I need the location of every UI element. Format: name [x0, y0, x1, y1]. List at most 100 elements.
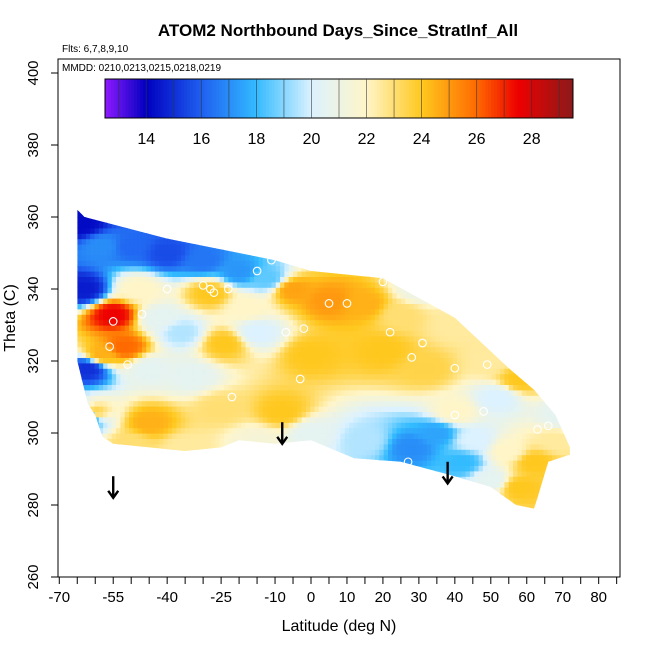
heatmap-cell	[383, 265, 389, 272]
heatmap-cell	[353, 460, 359, 466]
heatmap-cell	[137, 341, 143, 348]
heatmap-cell	[103, 238, 109, 245]
heatmap-cell	[172, 362, 178, 369]
heatmap-cell	[284, 357, 290, 364]
heatmap-cell	[400, 303, 406, 310]
heatmap-cell	[267, 460, 273, 466]
heatmap-cell	[241, 379, 247, 385]
heatmap-cell	[323, 406, 329, 412]
heatmap-cell	[353, 238, 359, 245]
heatmap-cell	[362, 260, 367, 267]
heatmap-cell	[297, 341, 303, 348]
heatmap-cell	[387, 303, 393, 310]
heatmap-cell	[383, 287, 389, 294]
heatmap-cell	[284, 303, 290, 310]
heatmap-cell	[323, 497, 329, 504]
heatmap-cell	[310, 384, 316, 391]
heatmap-cell	[357, 433, 363, 439]
heatmap-cell	[457, 281, 462, 288]
heatmap-cell	[172, 492, 178, 499]
heatmap-cell	[448, 400, 454, 407]
heatmap-cell	[146, 222, 152, 229]
heatmap-cell	[431, 400, 437, 407]
heatmap-cell	[124, 384, 130, 391]
heatmap-cell	[357, 487, 363, 493]
heatmap-cell	[223, 319, 229, 326]
heatmap-cell	[262, 352, 268, 358]
heatmap-cell	[375, 384, 380, 391]
heatmap-cell	[107, 209, 113, 213]
heatmap-cell	[141, 427, 147, 434]
heatmap-cell	[271, 287, 277, 294]
heatmap-cell	[413, 335, 419, 342]
heatmap-cell	[223, 227, 229, 234]
heatmap-cell	[206, 211, 212, 218]
heatmap-cell	[288, 335, 294, 342]
heatmap-cell	[228, 335, 234, 342]
heatmap-cell	[314, 443, 320, 450]
heatmap-cell	[180, 481, 186, 488]
heatmap-cell	[219, 308, 225, 315]
heatmap-cell	[81, 416, 87, 423]
heatmap-cell	[232, 303, 238, 310]
heatmap-cell	[418, 308, 424, 315]
heatmap-cell	[198, 497, 204, 504]
heatmap-cell	[193, 244, 199, 250]
heatmap-cell	[422, 503, 428, 509]
heatmap-cell	[344, 379, 350, 385]
heatmap-cell	[219, 222, 225, 229]
heatmap-cell	[215, 319, 221, 326]
heatmap-cell	[163, 254, 169, 261]
heatmap-cell	[448, 492, 454, 499]
heatmap-cell	[280, 362, 285, 369]
heatmap-cell	[357, 260, 363, 267]
heatmap-cell	[137, 411, 143, 418]
heatmap-cell	[413, 308, 419, 315]
heatmap-cell	[379, 384, 385, 391]
heatmap-cell	[81, 209, 87, 213]
heatmap-cell	[176, 406, 182, 412]
heatmap-cell	[185, 233, 191, 240]
heatmap-cell	[357, 497, 363, 504]
heatmap-cell	[116, 260, 122, 267]
heatmap-cell	[293, 325, 298, 331]
heatmap-cell	[185, 265, 191, 272]
heatmap-cell	[366, 233, 372, 240]
heatmap-cell	[202, 271, 208, 277]
heatmap-cell	[236, 362, 242, 369]
heatmap-cell	[249, 319, 255, 326]
heatmap-cell	[370, 346, 376, 353]
heatmap-cell	[81, 492, 87, 499]
heatmap-cell	[193, 411, 199, 418]
heatmap-cell	[387, 422, 393, 429]
heatmap-cell	[245, 211, 251, 218]
heatmap-cell	[314, 281, 320, 288]
heatmap-cell	[120, 335, 126, 342]
heatmap-cell	[271, 443, 277, 450]
heatmap-cell	[310, 330, 316, 337]
heatmap-cell	[362, 503, 367, 509]
heatmap-cell	[426, 449, 432, 456]
heatmap-cell	[137, 233, 143, 240]
heatmap-cell	[366, 352, 372, 358]
heatmap-cell	[241, 222, 247, 229]
heatmap-cell	[435, 341, 441, 348]
heatmap-cell	[297, 276, 303, 283]
heatmap-cell	[357, 481, 363, 488]
heatmap-cell	[133, 460, 139, 466]
heatmap-cell	[150, 341, 156, 348]
heatmap-cell	[228, 217, 234, 223]
heatmap-cell	[400, 260, 406, 267]
heatmap-cell	[206, 319, 212, 326]
heatmap-cell	[81, 265, 87, 272]
heatmap-cell	[444, 395, 449, 402]
heatmap-cell	[219, 379, 225, 385]
heatmap-cell	[215, 341, 221, 348]
heatmap-cell	[232, 227, 238, 234]
heatmap-cell	[331, 325, 337, 331]
heatmap-cell	[370, 422, 376, 429]
heatmap-cell	[137, 330, 143, 337]
heatmap-cell	[353, 411, 359, 418]
heatmap-cell	[457, 400, 462, 407]
heatmap-cell	[435, 438, 441, 445]
